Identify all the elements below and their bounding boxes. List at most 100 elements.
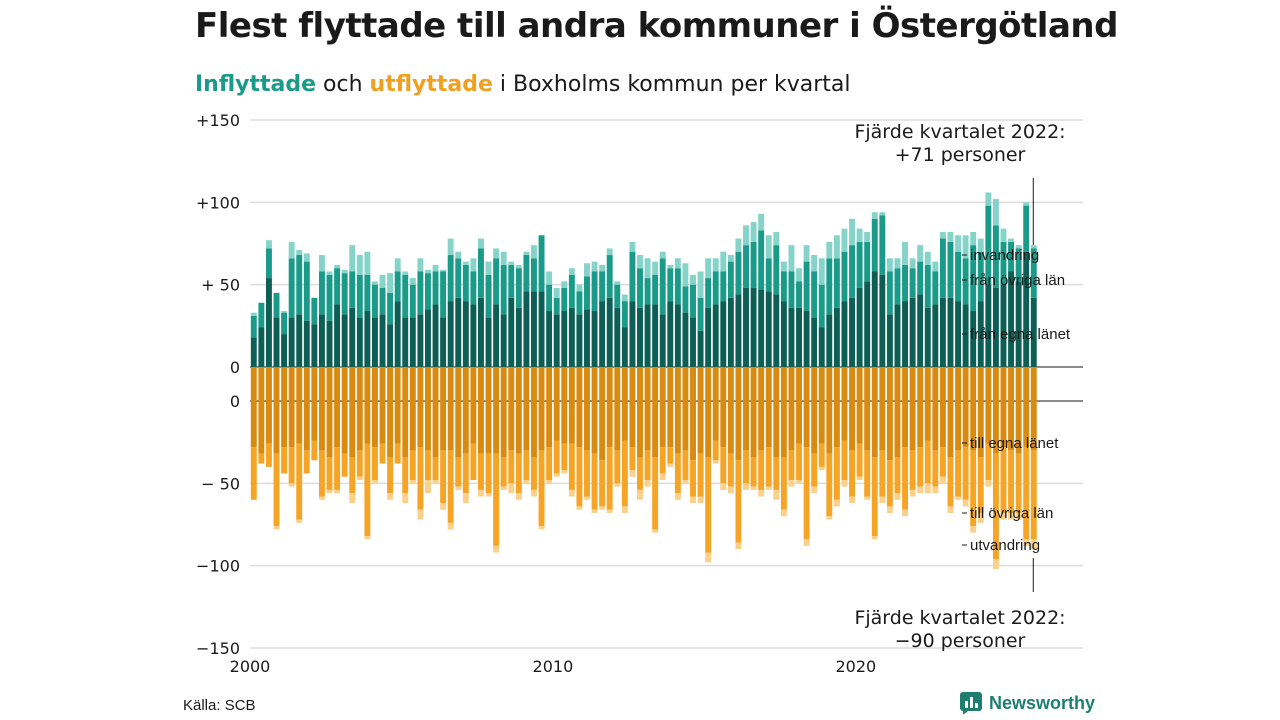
bar-in-segment [667, 301, 674, 367]
bar-out-segment [1023, 539, 1030, 546]
bar-in-segment [568, 274, 575, 308]
annotation-bottom-line1: Fjärde kvartalet 2022: [854, 607, 1065, 629]
bar-out-segment [462, 493, 469, 504]
bar-in-segment [599, 271, 606, 302]
bar-out-segment [856, 367, 863, 444]
bar-in-segment [833, 307, 840, 367]
bar-out-segment [818, 443, 825, 467]
bar-in-segment [637, 307, 643, 367]
bar-out-segment [606, 447, 613, 510]
bar-out-segment [265, 367, 272, 444]
bar-out-segment [455, 456, 462, 487]
bar-in-segment [803, 311, 810, 367]
bar-out-segment [955, 450, 962, 497]
bar-in-segment [720, 271, 727, 302]
bar-in-segment [1030, 297, 1037, 367]
bar-out-segment [932, 450, 939, 487]
bar-out-segment [531, 456, 537, 490]
bar-in-segment [917, 245, 924, 262]
bar-in-segment [894, 304, 901, 367]
bar-out-segment [1000, 367, 1007, 448]
bar-out-segment [553, 440, 560, 474]
bar-out-segment [485, 493, 492, 497]
bar-in-segment [644, 278, 651, 305]
bar-out-segment [576, 506, 583, 510]
bar-in-segment [394, 301, 401, 367]
bar-in-segment [894, 268, 901, 305]
bar-in-segment [917, 261, 924, 295]
bar-in-segment [871, 218, 878, 272]
bar-in-segment [387, 273, 394, 293]
bar-in-segment [811, 255, 818, 272]
bar-in-segment [765, 258, 772, 292]
bar-in-segment [818, 284, 825, 328]
bar-in-segment [962, 304, 969, 367]
bar-out-segment [538, 367, 545, 451]
bar-out-segment [356, 450, 363, 477]
bar-in-segment [478, 238, 484, 249]
bar-in-segment [841, 301, 848, 367]
bar-in-segment [584, 276, 590, 310]
bar-out-segment [417, 509, 424, 520]
bar-out-segment [909, 489, 916, 497]
bar-out-segment [1023, 367, 1030, 448]
bar-in-segment [629, 301, 636, 367]
bar-in-segment [939, 297, 946, 367]
bar-out-segment [561, 470, 568, 474]
bar-in-segment [659, 314, 666, 367]
bar-in-segment [849, 245, 855, 298]
bar-in-segment [773, 245, 780, 295]
bar-in-segment [1000, 241, 1007, 285]
bar-out-segment [765, 486, 772, 490]
bar-out-segment [659, 447, 666, 474]
bar-out-segment [652, 456, 659, 530]
y-tick-label: 0 [230, 392, 240, 411]
bar-out-segment [493, 367, 500, 454]
bar-in-segment [303, 320, 310, 367]
bar-out-segment [818, 466, 825, 471]
bar-in-segment [568, 268, 575, 275]
bar-out-segment [318, 496, 325, 500]
bar-in-segment [326, 274, 333, 321]
bar-out-segment [303, 367, 310, 451]
bar-out-segment [296, 367, 303, 444]
bar-in-segment [796, 268, 802, 282]
bar-out-segment [326, 489, 333, 494]
bar-out-segment [841, 480, 848, 487]
bar-out-segment [515, 453, 522, 494]
bar-out-segment [947, 506, 954, 513]
bar-in-segment [1000, 228, 1007, 242]
bar-out-segment [1015, 453, 1022, 513]
bar-out-segment [409, 480, 416, 484]
bar-out-segment [902, 367, 908, 448]
bar-out-segment [1030, 450, 1037, 540]
bar-out-segment [440, 503, 447, 510]
bar-in-segment [947, 297, 954, 367]
bar-out-segment [425, 480, 431, 494]
bar-in-segment [576, 314, 583, 367]
bar-in-segment [568, 307, 575, 367]
bar-out-segment [765, 447, 772, 487]
bar-out-segment [712, 460, 719, 464]
bar-out-segment [356, 476, 363, 481]
bar-in-segment [1000, 284, 1007, 367]
bar-in-segment [281, 312, 288, 335]
bar-out-segment [720, 483, 727, 490]
bar-in-segment [553, 314, 560, 367]
bar-in-segment [318, 314, 325, 367]
bar-in-segment [947, 241, 954, 298]
bar-out-segment [803, 539, 810, 546]
bar-in-segment [621, 294, 628, 302]
bar-out-segment [515, 367, 522, 454]
bar-in-segment [667, 264, 674, 269]
bar-in-segment [440, 271, 447, 318]
bar-in-segment [1015, 281, 1022, 367]
bar-out-segment [833, 499, 840, 507]
bar-in-segment [591, 261, 598, 272]
bar-out-segment [440, 367, 447, 451]
bar-out-segment [962, 367, 969, 448]
bar-in-segment [387, 292, 394, 325]
bar-in-segment [538, 291, 545, 367]
bar-out-segment [924, 483, 931, 494]
bar-in-segment [508, 297, 515, 367]
